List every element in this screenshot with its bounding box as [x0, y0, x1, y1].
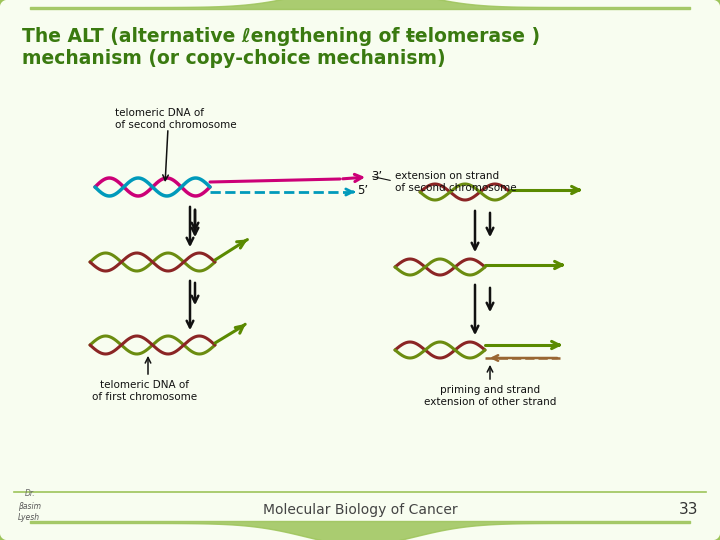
- Text: mechanism (or copy-choice mechanism): mechanism (or copy-choice mechanism): [22, 49, 446, 68]
- Text: 33: 33: [678, 503, 698, 517]
- Text: Dr.: Dr.: [25, 489, 35, 498]
- Text: extension on strand
of second chromosome: extension on strand of second chromosome: [395, 171, 517, 193]
- Text: telomeric DNA of
of first chromosome: telomeric DNA of of first chromosome: [92, 380, 197, 402]
- Text: βasim
Lyesh: βasim Lyesh: [18, 502, 41, 522]
- Text: The ALT (alternative ℓengthening of ŧelomerase ): The ALT (alternative ℓengthening of ŧelo…: [22, 27, 540, 46]
- Text: Molecular Biology of Cancer: Molecular Biology of Cancer: [263, 503, 457, 517]
- Text: telomeric DNA of
of second chromosome: telomeric DNA of of second chromosome: [115, 107, 237, 130]
- Text: 5’: 5’: [357, 185, 368, 198]
- Text: 3’: 3’: [371, 170, 382, 183]
- Text: priming and strand
extension of other strand: priming and strand extension of other st…: [424, 385, 556, 407]
